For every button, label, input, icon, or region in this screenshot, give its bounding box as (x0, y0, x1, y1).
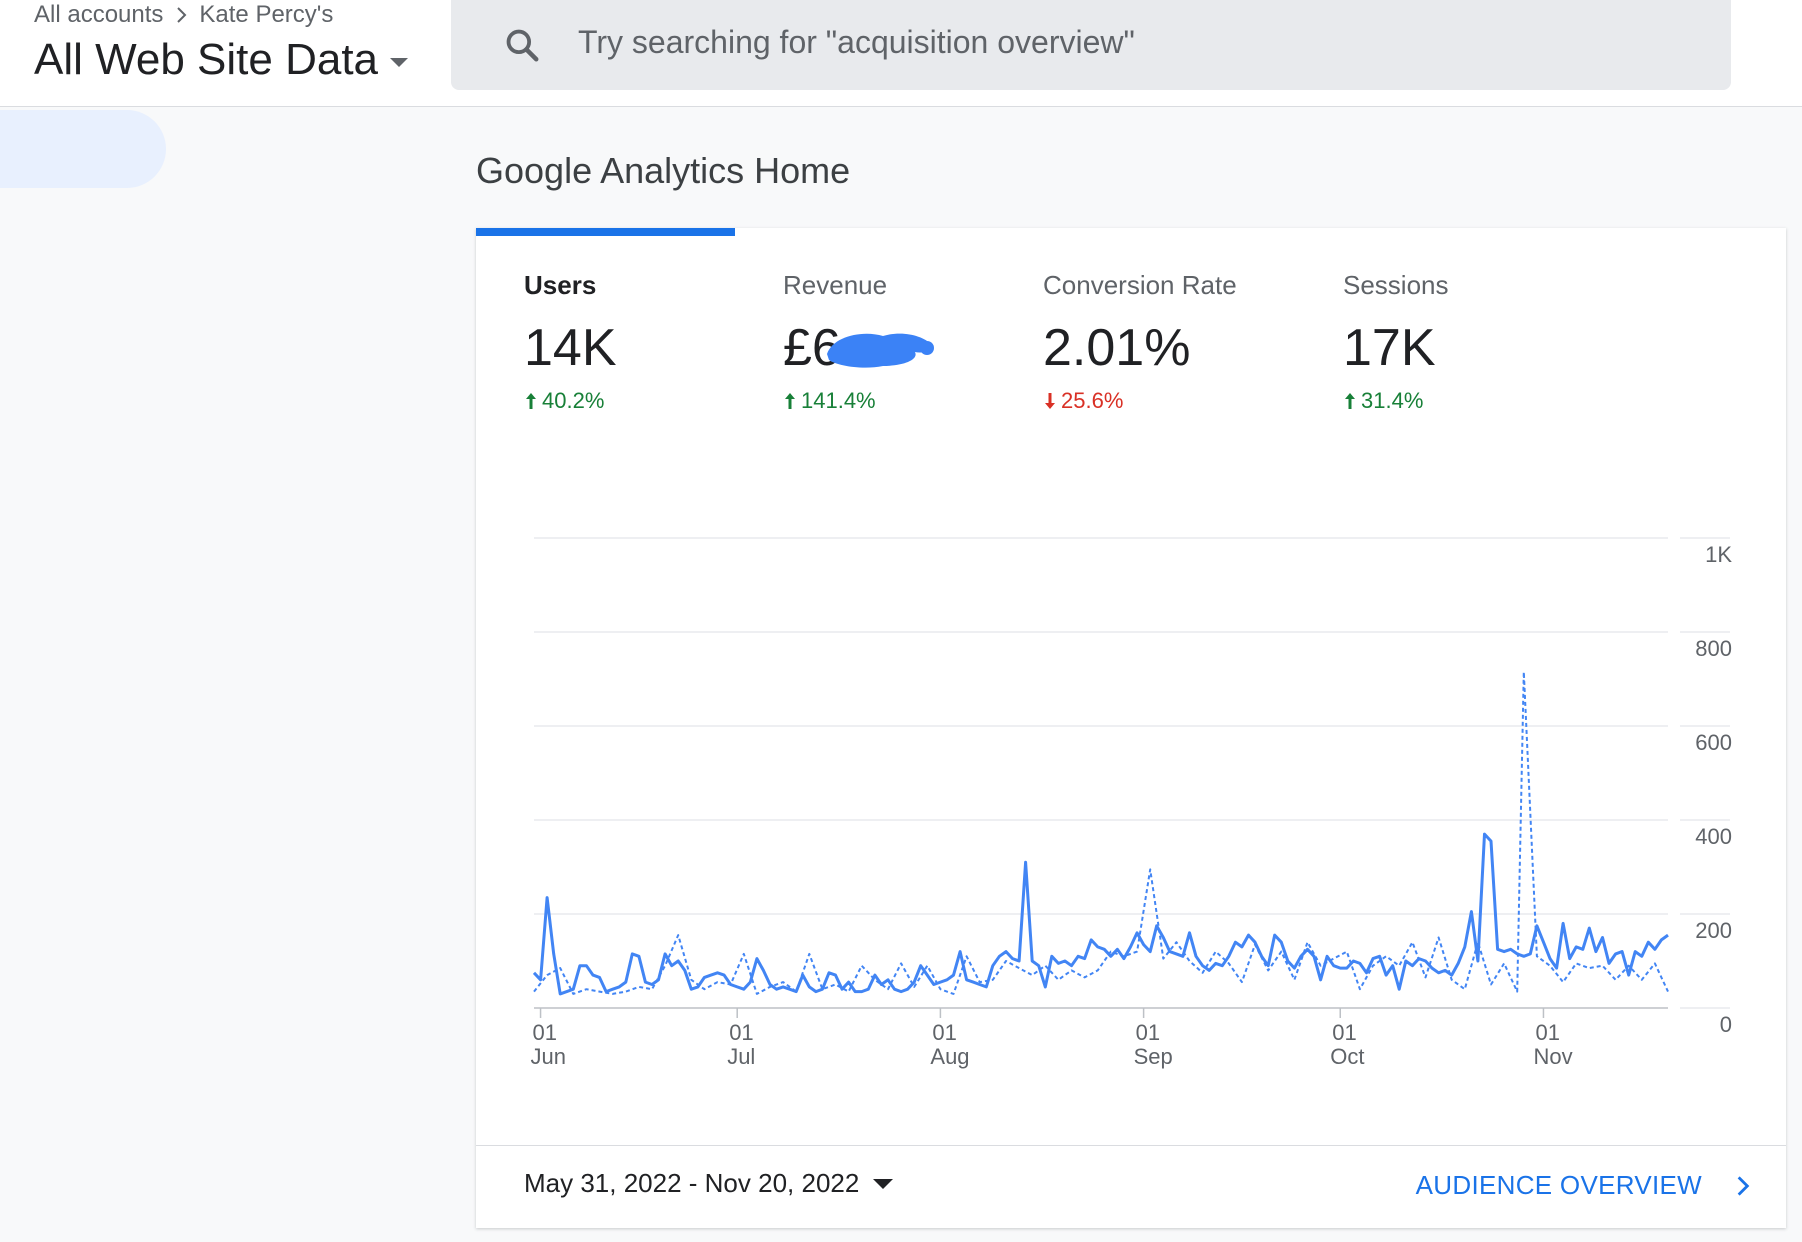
x-tick-label: Oct (1330, 1044, 1364, 1069)
metric-change-value: 141.4% (801, 388, 876, 413)
metric-change: 31.4% (1343, 388, 1449, 414)
date-range-label: May 31, 2022 - Nov 20, 2022 (524, 1168, 860, 1198)
chevron-right-icon (177, 7, 187, 23)
x-tick-label: 01 (1535, 1020, 1559, 1045)
x-tick-label: Sep (1134, 1044, 1173, 1069)
metric-change-value: 40.2% (542, 388, 605, 413)
x-tick-label: Jun (531, 1044, 566, 1069)
metric-value: 17K (1343, 319, 1436, 377)
breadcrumb-accounts[interactable]: All accounts (34, 1, 164, 28)
metric-change-value: 25.6% (1061, 388, 1124, 413)
metric-tab-sessions[interactable]: Sessions 17K 31.4% (1343, 270, 1449, 414)
metric-value: 14K (524, 319, 617, 377)
primary-series-line (532, 832, 1669, 996)
x-tick-label: Nov (1533, 1044, 1572, 1069)
arrow-up-icon (785, 393, 795, 409)
sidebar-active-item[interactable] (0, 110, 166, 188)
metric-label: Revenue (783, 270, 888, 300)
y-tick-label: 600 (1695, 730, 1732, 755)
top-header: All accounts Kate Percy's All Web Site D… (0, 0, 1802, 107)
users-line-chart: 02004006008001K01Jun01Jul01Aug01Sep01Oct… (531, 537, 1732, 1069)
y-tick-label: 800 (1695, 636, 1732, 661)
metric-label: Conversion Rate (1043, 270, 1237, 300)
x-tick-label: Aug (930, 1044, 969, 1069)
chevron-right-icon (1737, 1175, 1750, 1196)
active-tab-indicator (476, 228, 735, 236)
search-icon (506, 29, 539, 62)
search-bar[interactable]: Try searching for "acquisition overview" (451, 0, 1731, 90)
x-tick-label: 01 (1332, 1020, 1356, 1045)
metric-label: Users (524, 270, 597, 300)
metric-tab-conversion-rate[interactable]: Conversion Rate 2.01% 25.6% (1043, 270, 1237, 414)
breadcrumb-account-name[interactable]: Kate Percy's (199, 1, 334, 28)
arrow-up-icon (526, 393, 536, 409)
comparison-series-line (533, 670, 1669, 995)
metric-change: 141.4% (783, 388, 887, 414)
x-tick-label: 01 (729, 1020, 753, 1045)
metric-value: 2.01% (1043, 319, 1191, 377)
y-tick-label: 400 (1695, 824, 1732, 849)
y-tick-label: 1K (1705, 542, 1732, 567)
home-overview-card: Users 14K 40.2% Revenue £6 141.4% Conver… (476, 228, 1786, 1228)
y-tick-label: 0 (1720, 1012, 1732, 1037)
breadcrumb[interactable]: All accounts Kate Percy's (34, 0, 333, 30)
x-tick-label: 01 (1136, 1020, 1160, 1045)
caret-down-icon (390, 57, 409, 67)
property-name: All Web Site Data (34, 35, 379, 84)
caret-down-icon (873, 1178, 894, 1189)
card-footer: May 31, 2022 - Nov 20, 2022 AUDIENCE OVE… (476, 1145, 1786, 1228)
audience-overview-label: AUDIENCE OVERVIEW (1415, 1170, 1702, 1200)
redaction-scribble (827, 333, 934, 368)
audience-overview-link[interactable]: AUDIENCE OVERVIEW (1416, 1170, 1756, 1201)
metric-value-redacted: £6 (783, 318, 934, 378)
page-title: Google Analytics Home (476, 150, 851, 191)
metric-tab-users[interactable]: Users 14K 40.2% (524, 270, 617, 414)
x-tick-label: Jul (727, 1044, 755, 1069)
metric-tab-revenue[interactable]: Revenue £6 141.4% (783, 270, 934, 414)
metric-change: 40.2% (524, 388, 617, 414)
date-range-selector[interactable]: May 31, 2022 - Nov 20, 2022 (524, 1168, 894, 1199)
property-selector[interactable]: All Web Site Data (34, 34, 409, 86)
x-tick-label: 01 (533, 1020, 557, 1045)
arrow-down-icon (1045, 393, 1055, 409)
metric-change-value: 31.4% (1361, 388, 1424, 413)
arrow-up-icon (1345, 393, 1355, 409)
metric-label: Sessions (1343, 270, 1449, 300)
x-tick-label: 01 (932, 1020, 956, 1045)
metric-change: 25.6% (1043, 388, 1237, 414)
y-tick-label: 200 (1695, 918, 1732, 943)
search-placeholder: Try searching for "acquisition overview" (578, 24, 1135, 60)
